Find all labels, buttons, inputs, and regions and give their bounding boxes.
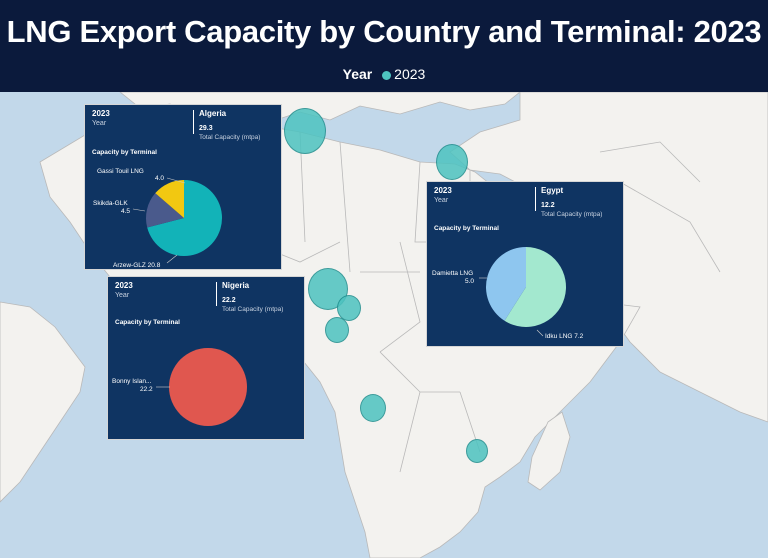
page-title: LNG Export Capacity by Country and Termi… — [6, 14, 762, 49]
legend-label: Year — [342, 66, 373, 82]
egypt-pie-chart: Damietta LNG 5.0 Idku LNG 7.2 — [432, 247, 584, 340]
tooltip-card-nigeria: 2023 Year Nigeria 22.2 Total Capacity (m… — [107, 276, 305, 440]
leader-line — [166, 254, 178, 264]
card-year: 2023 — [92, 109, 110, 118]
card-capacity: 12.2 — [541, 202, 555, 209]
pie-label-damietta: Damietta LNG — [432, 270, 473, 277]
pie-slice-gassi-touil-lng[interactable] — [155, 180, 184, 218]
pie-value-gassi-touil: 4.0 — [155, 175, 164, 182]
pie-label-gassi-touil: Gassi Touil LNG — [97, 168, 144, 175]
leader-line — [536, 329, 544, 337]
pie-slice-idku-lng[interactable] — [504, 247, 566, 327]
tooltip-card-egypt: 2023 Year Egypt 12.2 Total Capacity (mtp… — [426, 181, 624, 347]
cameroon-bubble[interactable] — [337, 295, 361, 321]
card-divider — [216, 282, 217, 306]
card-year: 2023 — [434, 186, 452, 195]
card-country: Egypt — [541, 186, 564, 195]
algeria-pie-chart: Gassi Touil LNG 4.0 Skikda-GLK 4.5 Arzew… — [93, 168, 222, 269]
card-country: Algeria — [199, 109, 227, 118]
pie-label-skikda: Skikda-GLK — [93, 200, 128, 207]
pie-label-idku: Idku LNG 7.2 — [545, 333, 584, 340]
pie-slice-arzew-glz[interactable] — [147, 180, 222, 256]
algeria-bubble[interactable] — [284, 108, 326, 154]
card-year-label: Year — [115, 292, 130, 299]
legend-dot-icon — [382, 70, 392, 80]
card-capacity: 22.2 — [222, 297, 236, 304]
pie-label-bonny-island: Bonny Islan... — [112, 378, 152, 385]
card-section-title: Capacity by Terminal — [434, 225, 499, 232]
pie-slice-skikda-glk[interactable] — [146, 193, 184, 228]
card-divider — [535, 187, 536, 211]
south-america-landmass — [0, 301, 86, 503]
title-bar: LNG Export Capacity by Country and Termi… — [0, 0, 768, 92]
mozambique-bubble[interactable] — [466, 439, 488, 463]
card-capacity: 29.3 — [199, 125, 213, 132]
egypt-bubble[interactable] — [436, 144, 468, 180]
tooltip-card-algeria: 2023 Year Algeria 29.3 Total Capacity (m… — [84, 104, 282, 270]
pie-label-arzew: Arzew-GLZ 20.8 — [113, 262, 161, 269]
legend: Year 2023 — [0, 66, 768, 82]
legend-item[interactable]: 2023 — [394, 66, 426, 82]
madagascar-landmass — [527, 411, 571, 491]
leader-line — [166, 177, 186, 184]
pie-value-skikda: 4.5 — [121, 208, 130, 215]
card-country: Nigeria — [222, 281, 250, 290]
leader-line — [132, 208, 146, 212]
card-section-title: Capacity by Terminal — [115, 319, 180, 326]
equatorial-guinea-bubble[interactable] — [325, 317, 349, 343]
card-year: 2023 — [115, 281, 133, 290]
card-capacity-label: Total Capacity (mtpa) — [199, 134, 261, 141]
pie-value-damietta: 5.0 — [465, 278, 474, 285]
card-capacity-label: Total Capacity (mtpa) — [541, 211, 603, 218]
angola-bubble[interactable] — [360, 394, 386, 422]
card-year-label: Year — [434, 197, 449, 204]
nigeria-pie-chart: Bonny Islan... 22.2 — [112, 348, 247, 426]
pie-value-bonny-island: 22.2 — [140, 386, 153, 393]
card-divider — [193, 110, 194, 134]
card-capacity-label: Total Capacity (mtpa) — [222, 306, 284, 313]
card-section-title: Capacity by Terminal — [92, 149, 157, 156]
pie-slice-damietta-lng[interactable] — [486, 247, 526, 321]
pie-slice-bonny-islan[interactable] — [169, 348, 247, 426]
card-year-label: Year — [92, 120, 107, 127]
